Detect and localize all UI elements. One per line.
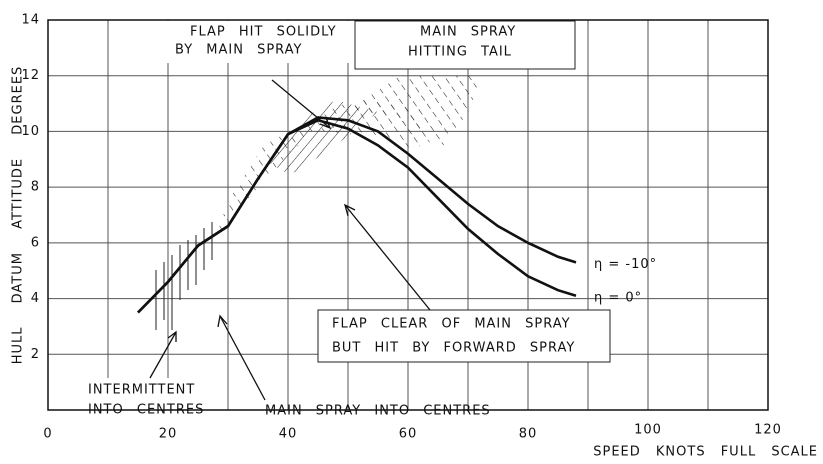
annotation: FLAP CLEAR OF MAIN SPRAY xyxy=(332,317,571,332)
arrows xyxy=(149,79,431,401)
label-box xyxy=(354,20,576,70)
y-tick-label: 12 xyxy=(21,68,40,83)
annotation: BUT HIT BY FORWARD SPRAY xyxy=(332,341,575,356)
y-tick-label: 8 xyxy=(31,180,40,195)
hatched-regions xyxy=(155,76,480,330)
spray-region xyxy=(216,98,420,237)
y-axis-label: HULL DATUM ATTITUDE DEGREES xyxy=(11,66,26,365)
y-tick-label: 10 xyxy=(21,124,40,139)
plot-frame xyxy=(47,19,769,411)
annotation: INTERMITTENT xyxy=(88,383,195,398)
y-tick-label: 2 xyxy=(31,347,40,362)
x-tick-label: 20 xyxy=(159,427,178,442)
annotation: MAIN SPRAY INTO CENTRES xyxy=(265,404,491,419)
label-box xyxy=(130,21,355,63)
x-tick-label: 60 xyxy=(399,427,418,442)
x-tick-label: 80 xyxy=(519,427,538,442)
y-tick-label: 6 xyxy=(31,235,40,250)
x-tick-label: 100 xyxy=(634,423,662,438)
annotation: BY MAIN SPRAY xyxy=(175,43,303,58)
annotation: MAIN SPRAY xyxy=(420,25,516,40)
label-boxes xyxy=(84,20,611,416)
series-label: η = 0° xyxy=(594,290,642,305)
x-tick-label: 40 xyxy=(279,427,298,442)
curve xyxy=(137,118,577,314)
x-axis-label: SPEED KNOTS FULL SCALE xyxy=(593,445,818,460)
curve xyxy=(137,116,577,314)
cross-hatch xyxy=(264,100,378,175)
y-tick-label: 4 xyxy=(31,291,40,306)
y-tick-label: 14 xyxy=(21,13,40,28)
label-box xyxy=(317,309,611,363)
series-label: η = -10° xyxy=(594,257,657,272)
tail-region xyxy=(348,76,480,150)
curves xyxy=(137,116,577,314)
annotation: HITTING TAIL xyxy=(408,45,512,60)
x-tick-label: 120 xyxy=(754,423,782,438)
annotation: INTO CENTRES xyxy=(88,403,204,418)
vertical-hatch xyxy=(155,222,213,330)
annotation: FLAP HIT SOLIDLY xyxy=(190,25,337,40)
x-tick-label: 0 xyxy=(43,427,52,442)
